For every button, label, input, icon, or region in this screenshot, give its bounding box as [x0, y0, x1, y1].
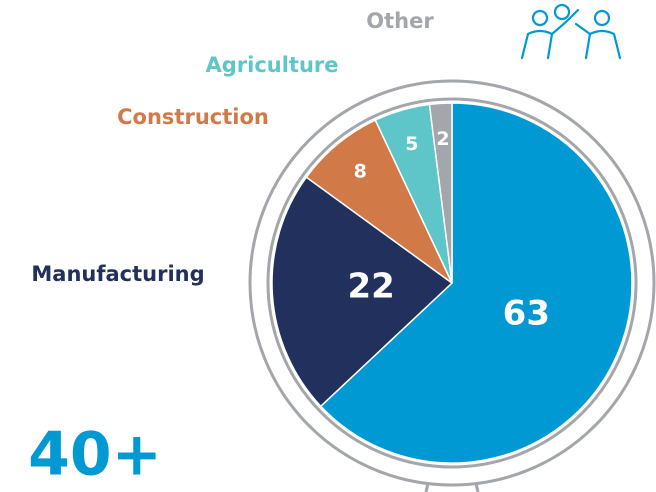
pie-slice: [428, 102, 453, 284]
value-label: 8: [354, 161, 367, 183]
pie-slice: [271, 176, 454, 408]
value-label: 5: [405, 133, 418, 155]
value-label: 2: [436, 128, 449, 150]
category-label: Agriculture: [205, 53, 338, 77]
pie-slice: [319, 102, 633, 464]
people-icon: [520, 3, 622, 60]
value-label: 22: [347, 267, 394, 307]
pie: 63 22 8 5 2: [271, 102, 633, 464]
magnifier-inner-ring: [266, 97, 638, 469]
category-label: Other: [366, 9, 434, 33]
category-label: Construction: [117, 105, 269, 129]
headline-number: 40+: [28, 420, 162, 490]
category-label: Manufacturing: [31, 262, 204, 286]
value-label: 63: [503, 294, 550, 334]
pie-slice: [305, 119, 453, 284]
